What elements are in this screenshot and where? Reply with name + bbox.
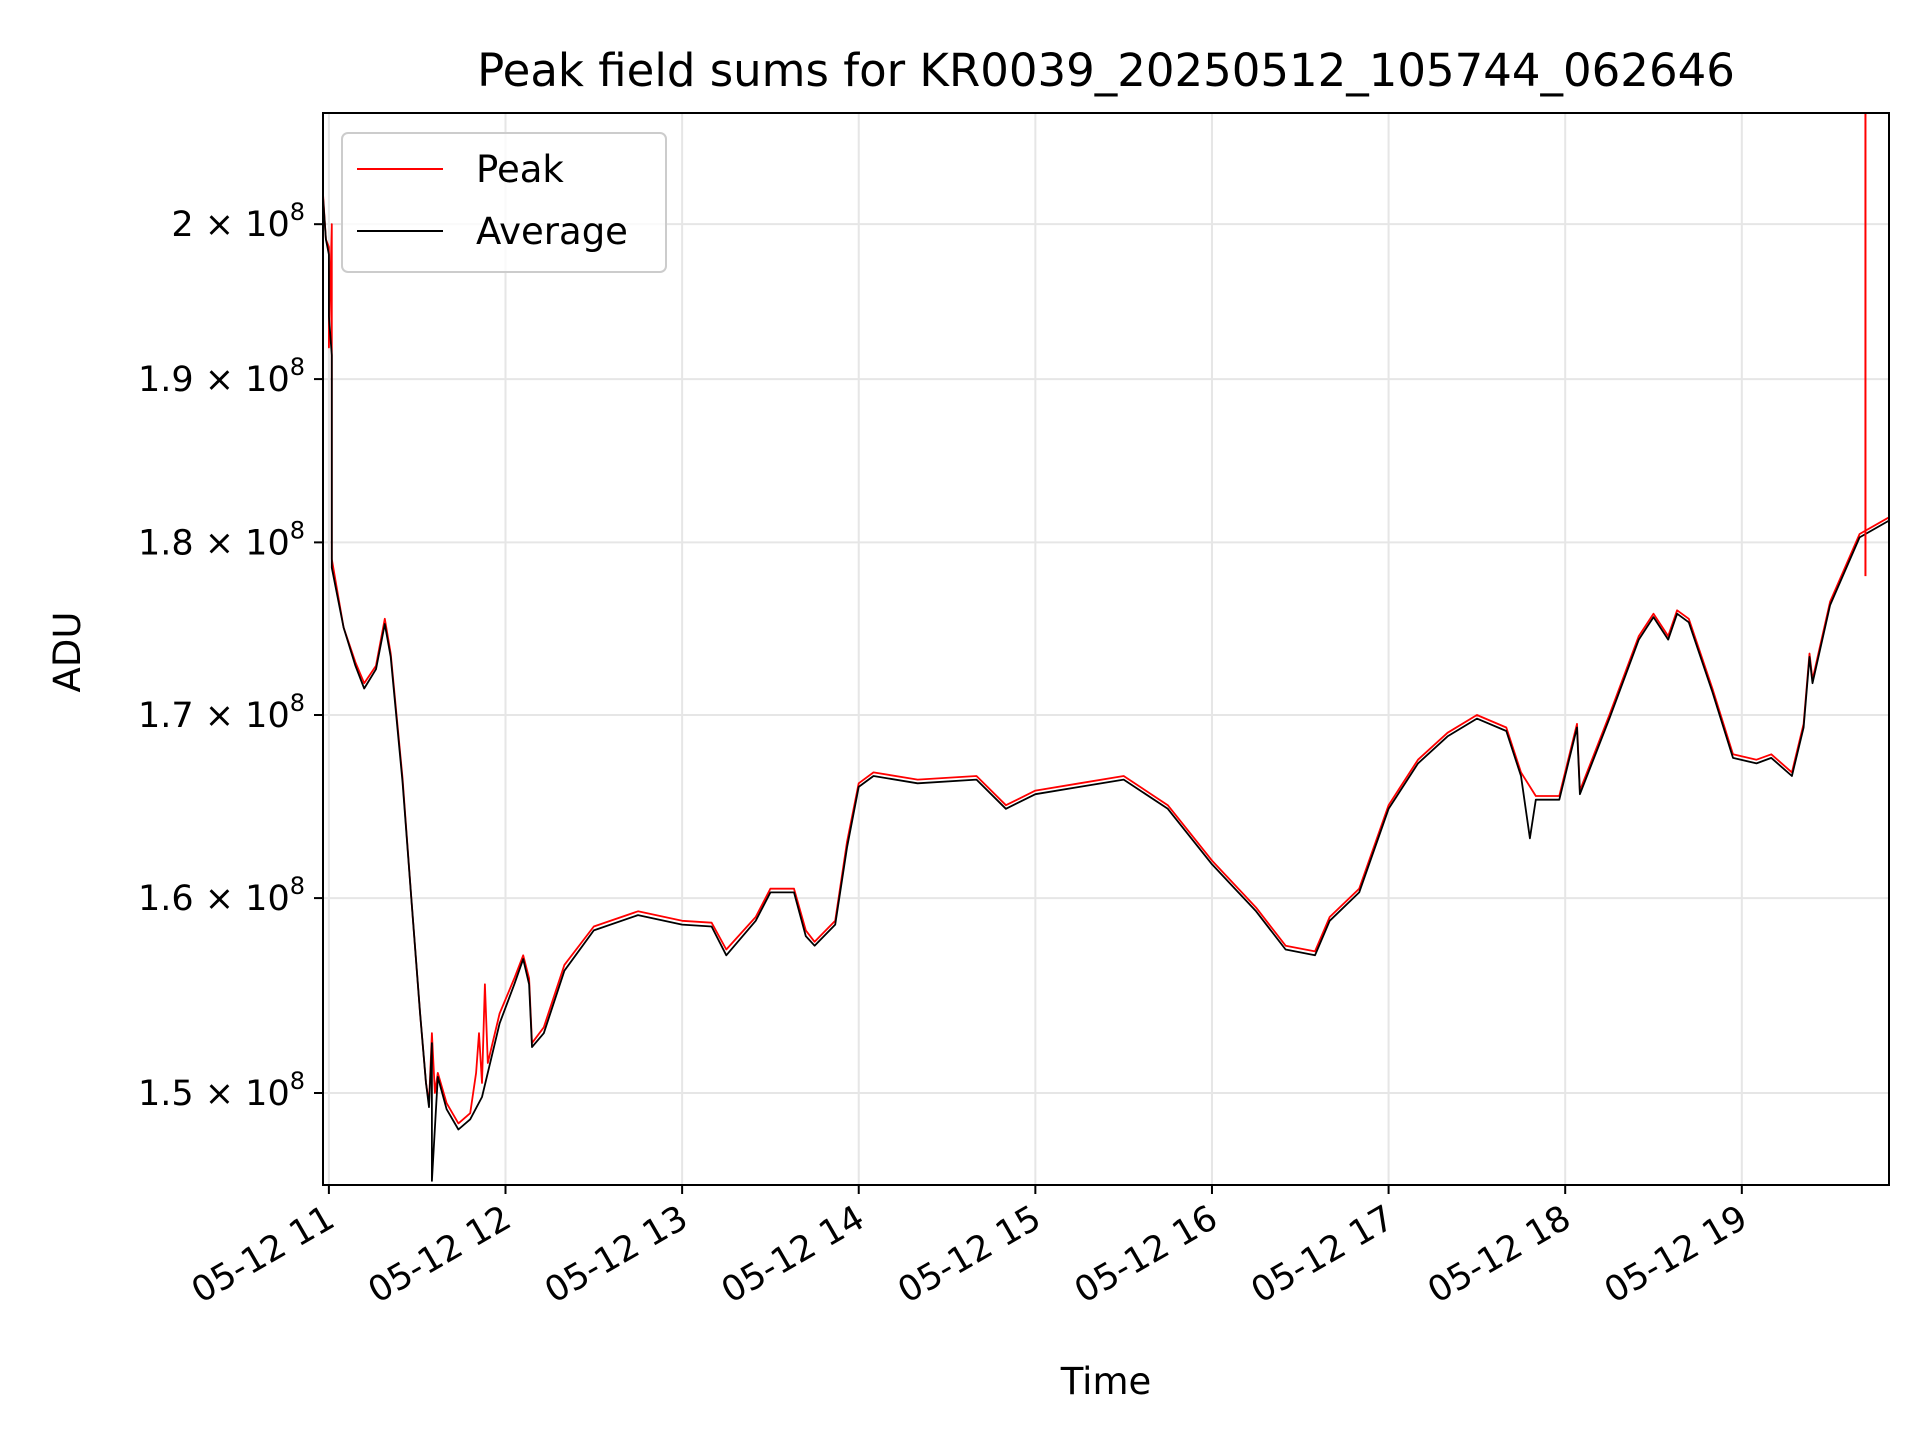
y-tick-label: 1.5 × 108 [138, 1067, 305, 1114]
chart-title: Peak field sums for KR0039_20250512_1057… [477, 44, 1735, 97]
legend: Peak Average [341, 132, 667, 273]
series-line-average [322, 197, 1890, 1182]
legend-label-peak: Peak [476, 148, 564, 191]
y-tick-label: 2 × 108 [171, 198, 305, 245]
grid [323, 113, 1889, 1185]
y-tick-label: 1.9 × 108 [138, 353, 305, 400]
x-axis-label: Time [1060, 1360, 1152, 1403]
y-tick-label: 1.6 × 108 [138, 872, 305, 919]
plot-frame [322, 112, 1890, 1186]
y-axis-ticks: 1.5 × 108 1.6 × 108 1.7 × 108 1.8 × 108 1.9 … [138, 198, 323, 1114]
y-tick-label: 1.7 × 108 [138, 689, 305, 736]
legend-box [341, 132, 667, 273]
series-lines [322, 113, 1890, 1182]
y-axis-label: ADU [46, 612, 89, 693]
y-tick-label: 1.8 × 108 [138, 516, 305, 563]
legend-label-average: Average [476, 210, 628, 253]
